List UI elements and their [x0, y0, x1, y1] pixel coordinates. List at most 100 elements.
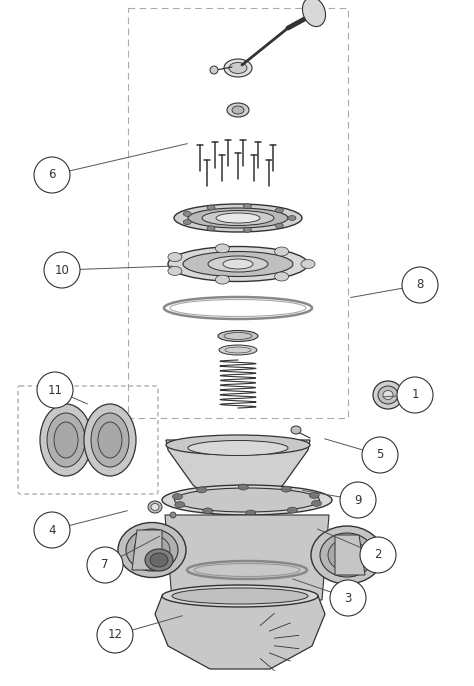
Ellipse shape [275, 223, 283, 228]
Circle shape [44, 252, 80, 288]
Circle shape [37, 372, 73, 408]
Ellipse shape [91, 413, 129, 467]
Ellipse shape [170, 512, 176, 518]
Circle shape [340, 482, 376, 518]
Polygon shape [165, 515, 329, 600]
Ellipse shape [224, 59, 252, 77]
Polygon shape [209, 600, 285, 640]
Ellipse shape [311, 526, 383, 584]
Ellipse shape [229, 62, 247, 73]
Ellipse shape [218, 331, 258, 342]
Ellipse shape [238, 484, 248, 490]
Ellipse shape [383, 390, 393, 399]
Ellipse shape [243, 204, 251, 209]
Ellipse shape [302, 0, 326, 27]
Ellipse shape [288, 215, 296, 220]
Circle shape [402, 267, 438, 303]
Ellipse shape [275, 208, 283, 213]
Polygon shape [335, 535, 365, 575]
Ellipse shape [162, 585, 318, 607]
Ellipse shape [175, 501, 185, 508]
Ellipse shape [309, 493, 319, 498]
Circle shape [397, 377, 433, 413]
Ellipse shape [172, 588, 308, 604]
Ellipse shape [378, 386, 398, 404]
Ellipse shape [208, 256, 268, 272]
Ellipse shape [281, 486, 291, 492]
Ellipse shape [274, 247, 289, 256]
Ellipse shape [227, 103, 249, 117]
Ellipse shape [40, 404, 92, 476]
Text: 6: 6 [48, 169, 56, 182]
Ellipse shape [118, 523, 186, 578]
Ellipse shape [197, 487, 207, 493]
Ellipse shape [98, 422, 122, 458]
Ellipse shape [168, 246, 308, 281]
Ellipse shape [174, 204, 302, 232]
Ellipse shape [320, 533, 374, 577]
Ellipse shape [203, 508, 213, 514]
Ellipse shape [287, 507, 297, 513]
Ellipse shape [166, 435, 310, 455]
Ellipse shape [301, 259, 315, 268]
Ellipse shape [134, 535, 170, 565]
Ellipse shape [126, 529, 178, 571]
Ellipse shape [246, 510, 256, 516]
Polygon shape [155, 596, 325, 669]
Ellipse shape [145, 549, 173, 571]
Ellipse shape [216, 213, 260, 223]
Polygon shape [166, 440, 310, 510]
Ellipse shape [188, 440, 288, 456]
Text: 5: 5 [376, 449, 383, 462]
Text: 3: 3 [344, 591, 352, 604]
Ellipse shape [215, 244, 229, 253]
Ellipse shape [218, 632, 276, 648]
Circle shape [34, 512, 70, 548]
Ellipse shape [232, 106, 244, 114]
Ellipse shape [148, 501, 162, 513]
Ellipse shape [84, 404, 136, 476]
Ellipse shape [422, 392, 430, 399]
Text: 4: 4 [48, 523, 56, 536]
Ellipse shape [291, 426, 301, 434]
Circle shape [34, 157, 70, 193]
Ellipse shape [243, 227, 251, 233]
Ellipse shape [328, 539, 366, 571]
Text: 8: 8 [416, 279, 424, 292]
Ellipse shape [183, 220, 191, 224]
Circle shape [330, 580, 366, 616]
Ellipse shape [219, 345, 257, 355]
Ellipse shape [150, 553, 168, 567]
Circle shape [360, 537, 396, 573]
Text: 1: 1 [411, 388, 419, 401]
Ellipse shape [151, 504, 159, 510]
Polygon shape [132, 530, 162, 570]
Ellipse shape [311, 500, 321, 506]
Ellipse shape [54, 422, 78, 458]
Text: 12: 12 [108, 628, 122, 641]
Ellipse shape [162, 485, 332, 515]
Ellipse shape [223, 259, 253, 269]
Text: 11: 11 [47, 383, 63, 397]
Ellipse shape [183, 252, 293, 276]
Ellipse shape [207, 226, 215, 231]
Text: 9: 9 [354, 493, 362, 506]
Ellipse shape [174, 488, 319, 512]
Ellipse shape [373, 381, 403, 409]
Ellipse shape [183, 211, 191, 216]
Text: 10: 10 [55, 263, 69, 276]
Ellipse shape [168, 266, 182, 276]
Ellipse shape [173, 494, 182, 499]
Ellipse shape [209, 592, 285, 608]
Ellipse shape [47, 413, 85, 467]
Circle shape [362, 437, 398, 473]
Ellipse shape [168, 252, 182, 261]
Ellipse shape [188, 208, 288, 228]
Ellipse shape [202, 211, 274, 226]
Ellipse shape [207, 205, 215, 210]
Ellipse shape [274, 272, 289, 281]
Text: 7: 7 [101, 558, 109, 571]
Ellipse shape [210, 66, 218, 74]
Ellipse shape [229, 528, 247, 536]
Circle shape [87, 547, 123, 583]
